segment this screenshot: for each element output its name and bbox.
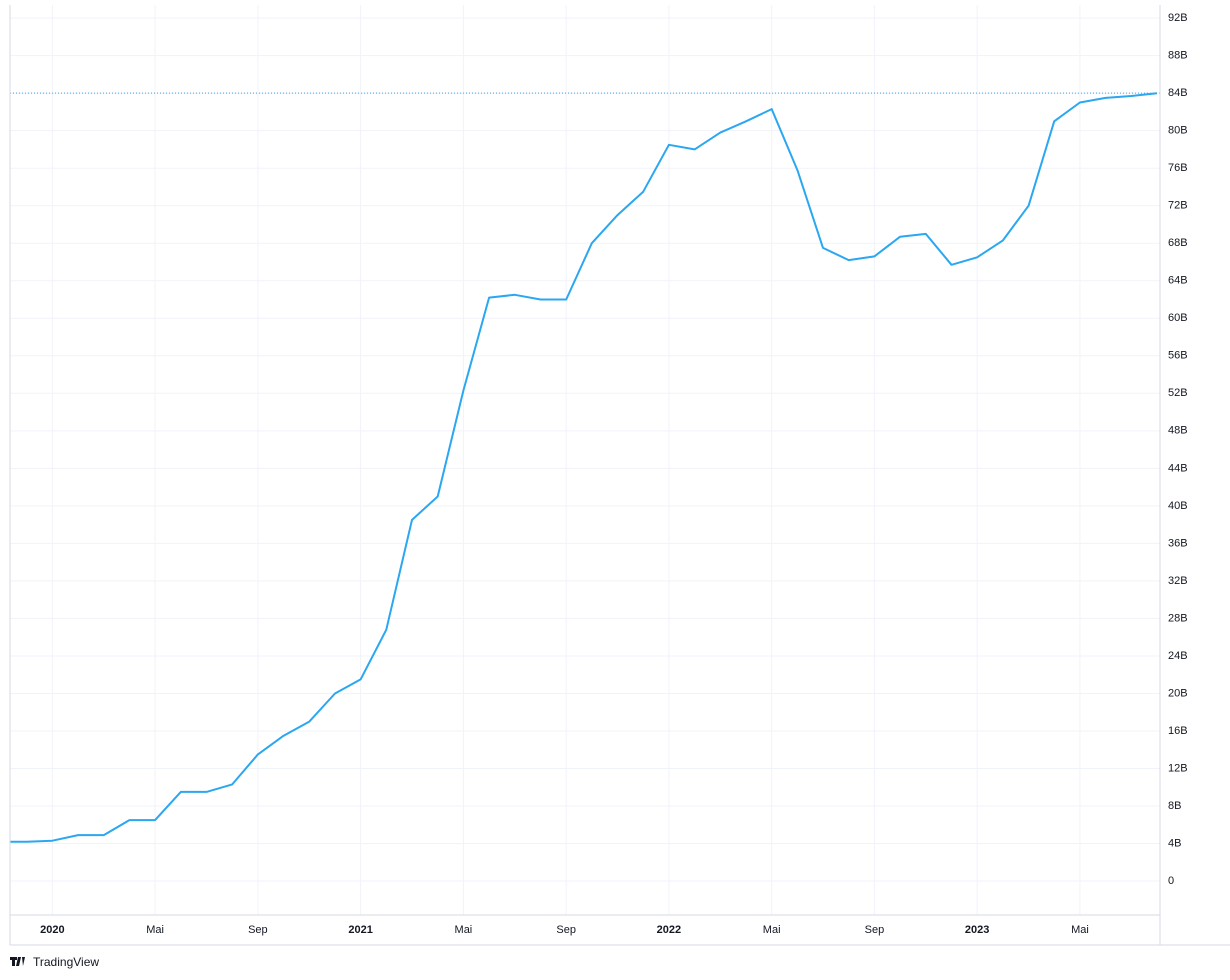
y-tick-label: 36B — [1168, 537, 1188, 549]
x-tick-label: 2021 — [348, 924, 372, 936]
x-tick-label: 2020 — [40, 924, 64, 936]
y-tick-label: 80B — [1168, 125, 1188, 137]
y-tick-label: 48B — [1168, 425, 1188, 437]
plot-area — [10, 92, 1160, 843]
logo[interactable]: TradingView — [10, 955, 99, 969]
y-tick-label: 20B — [1168, 687, 1188, 699]
series-line — [10, 92, 1158, 843]
y-tick-label: 0 — [1168, 875, 1174, 887]
y-tick-label: 84B — [1168, 87, 1188, 99]
x-tick-label: 2023 — [965, 924, 989, 936]
y-tick-label: 72B — [1168, 200, 1188, 212]
y-tick-label: 56B — [1168, 350, 1188, 362]
y-tick-label: 24B — [1168, 650, 1188, 662]
x-tick-label: Sep — [556, 924, 576, 936]
x-tick-label: 2022 — [657, 924, 681, 936]
y-tick-label: 12B — [1168, 762, 1188, 774]
y-tick-label: 4B — [1168, 837, 1181, 849]
y-tick-label: 8B — [1168, 800, 1181, 812]
y-tick-label: 28B — [1168, 612, 1188, 624]
y-tick-label: 68B — [1168, 237, 1188, 249]
x-tick-label: Mai — [1071, 924, 1089, 936]
x-tick-label: Sep — [248, 924, 268, 936]
logo-mark — [10, 957, 25, 966]
y-tick-label: 76B — [1168, 162, 1188, 174]
grid — [10, 5, 1160, 915]
x-tick-label: Mai — [455, 924, 473, 936]
y-tick-label: 92B — [1168, 12, 1188, 24]
branding: TradingView — [33, 955, 99, 969]
y-tick-label: 60B — [1168, 312, 1188, 324]
x-tick-label: Mai — [763, 924, 781, 936]
y-tick-label: 32B — [1168, 575, 1188, 587]
y-tick-label: 64B — [1168, 275, 1188, 287]
y-tick-label: 52B — [1168, 387, 1188, 399]
y-tick-label: 16B — [1168, 725, 1188, 737]
y-tick-label: 40B — [1168, 500, 1188, 512]
x-tick-label: Mai — [146, 924, 164, 936]
y-tick-label: 44B — [1168, 462, 1188, 474]
y-tick-label: 88B — [1168, 50, 1188, 62]
x-tick-label: Sep — [865, 924, 885, 936]
